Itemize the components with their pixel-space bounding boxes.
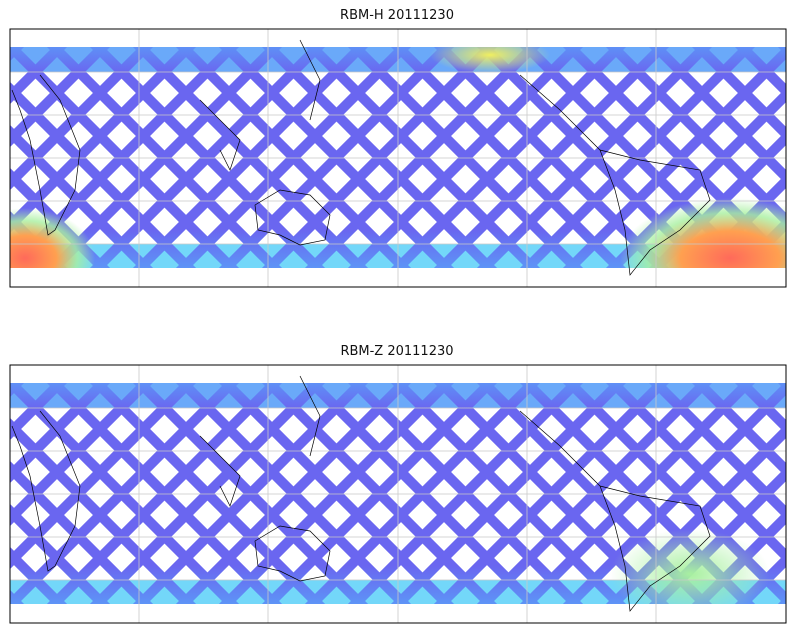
track-ascending (10, 47, 197, 234)
track-descending (10, 546, 68, 604)
track-ascending (10, 383, 240, 604)
track-ascending (562, 47, 786, 268)
coastline-africa (11, 410, 81, 572)
track-ascending (476, 47, 713, 268)
track-ascending (175, 47, 412, 268)
track-ascending (46, 383, 283, 604)
track-ascending (433, 383, 670, 604)
track-descending (777, 383, 786, 392)
coastline-australia (254, 525, 331, 582)
track-ascending (347, 383, 584, 604)
track-ascending (10, 383, 25, 398)
satellite-tracks (10, 47, 786, 268)
coastline-asia (199, 39, 321, 171)
track-ascending (89, 47, 326, 268)
track-ascending (304, 47, 541, 268)
track-ascending (10, 47, 111, 148)
track-ascending (261, 47, 498, 268)
map-frame (9, 364, 787, 624)
track-ascending (390, 47, 627, 268)
high-value-region (620, 198, 786, 268)
track-ascending (10, 47, 68, 105)
track-ascending (519, 383, 756, 604)
track-descending (691, 383, 786, 478)
map-panel-2 (9, 364, 787, 624)
mid-value-region (430, 47, 550, 73)
coastline-asia (199, 375, 321, 507)
coastlines (11, 39, 711, 276)
panel-title-rbm-h: RBM-H 20111230 (340, 8, 454, 23)
track-ascending (734, 552, 786, 604)
satellite-tracks (10, 383, 786, 604)
track-ascending (10, 383, 111, 484)
coastline-americas (519, 74, 711, 276)
track-ascending (132, 47, 369, 268)
coastlines (11, 375, 711, 612)
track-ascending (175, 383, 412, 604)
high-value-region (10, 208, 95, 268)
track-ascending (433, 47, 670, 268)
coastline-americas (519, 410, 711, 612)
track-descending (10, 589, 25, 604)
track-ascending (562, 383, 786, 604)
track-ascending (89, 383, 326, 604)
track-ascending (777, 595, 786, 604)
mid-value-region (610, 529, 770, 604)
track-ascending (304, 383, 541, 604)
map-panel-1 (9, 28, 787, 288)
track-ascending (519, 47, 756, 268)
track-descending (10, 503, 111, 604)
track-ascending (390, 383, 627, 604)
track-ascending (132, 383, 369, 604)
track-ascending (261, 383, 498, 604)
track-descending (734, 383, 786, 435)
track-ascending (10, 383, 68, 441)
coastline-africa (11, 74, 81, 236)
coastline-australia (254, 189, 331, 246)
track-ascending (10, 383, 197, 570)
track-descending (734, 47, 786, 99)
track-ascending (10, 47, 154, 191)
track-ascending (218, 47, 455, 268)
track-ascending (10, 383, 154, 527)
track-ascending (347, 47, 584, 268)
map-frame (9, 28, 787, 288)
track-descending (691, 47, 786, 142)
track-ascending (218, 383, 455, 604)
panel-title-rbm-z: RBM-Z 20111230 (340, 344, 454, 359)
track-ascending (476, 383, 713, 604)
